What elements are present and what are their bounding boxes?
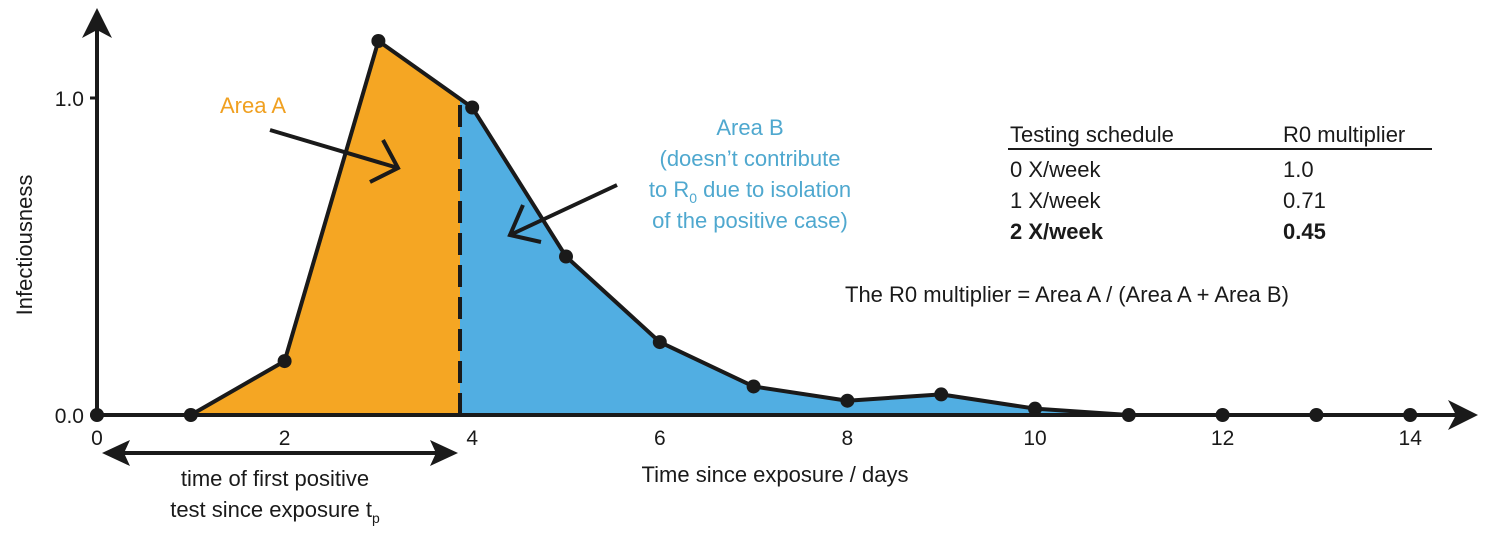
table-cell-schedule: 2 X/week — [1010, 219, 1104, 244]
x-tick-label: 8 — [842, 427, 854, 450]
y-axis-label: Infectiousness — [12, 175, 37, 316]
data-point — [371, 33, 386, 48]
tp-label-line2: test since exposure tp — [170, 497, 380, 526]
data-point — [934, 387, 949, 402]
area-b-arrow — [507, 183, 618, 244]
svg-text:to R0 due to isolation: to R0 due to isolation — [649, 177, 851, 206]
data-point — [652, 335, 667, 350]
table-cell-multiplier: 0.71 — [1283, 188, 1326, 213]
area-b — [460, 98, 1411, 416]
x-tick-label: 6 — [654, 427, 666, 450]
x-tick-label: 4 — [466, 427, 478, 450]
table-cell-multiplier: 0.45 — [1283, 219, 1326, 244]
area-a — [97, 40, 461, 415]
table-header: Testing schedule — [1010, 122, 1174, 147]
svg-text:of the positive case): of the positive case) — [652, 208, 848, 233]
svg-text:Area B: Area B — [716, 115, 783, 140]
area-a-arrow — [269, 128, 401, 184]
y-axis-arrow-icon — [82, 8, 112, 38]
tp-double-arrow — [102, 440, 458, 466]
area-b-annotation: Area B (doesn’t contribute to R0 due to … — [649, 115, 851, 233]
x-tick-label: 2 — [279, 427, 291, 450]
svg-text:(doesn’t contribute: (doesn’t contribute — [660, 146, 841, 171]
x-tick-label: 10 — [1023, 427, 1046, 450]
y-tick-label: 1.0 — [55, 88, 84, 111]
data-point — [746, 379, 761, 394]
table-cell-multiplier: 1.0 — [1283, 157, 1314, 182]
x-tick-label: 14 — [1399, 427, 1423, 450]
data-point — [465, 100, 480, 115]
x-axis-label: Time since exposure / days — [642, 462, 909, 487]
table-header: R0 multiplier — [1283, 122, 1405, 147]
data-point — [277, 354, 292, 369]
area-a-label: Area A — [220, 93, 286, 118]
table-cell-schedule: 1 X/week — [1010, 188, 1101, 213]
x-tick-label: 0 — [91, 427, 103, 450]
data-point — [840, 393, 855, 408]
data-point — [1028, 401, 1042, 416]
tp-label-line1: time of first positive — [181, 466, 369, 491]
testing-table: Testing schedule R0 multiplier 0 X/week 1… — [1008, 122, 1432, 244]
x-tick-label: 12 — [1211, 427, 1234, 450]
table-cell-schedule: 0 X/week — [1010, 157, 1101, 182]
x-axis-arrow-icon — [1448, 400, 1478, 430]
data-point — [559, 249, 573, 264]
formula-text: The R0 multiplier = Area A / (Area A + A… — [845, 282, 1289, 307]
y-tick-label: 0.0 — [55, 405, 84, 428]
